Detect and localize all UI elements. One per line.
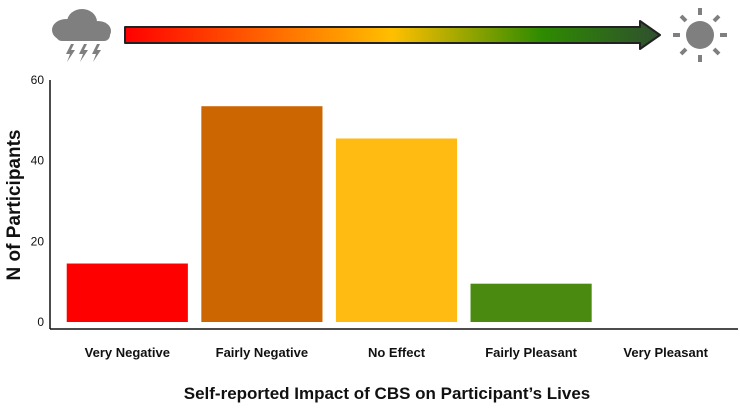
bar-fairly-negative (201, 106, 323, 322)
x-tick-label: Very Pleasant (623, 345, 708, 360)
x-tick-label: Fairly Pleasant (485, 345, 577, 360)
sun-icon (673, 8, 727, 62)
plot-frame (49, 80, 738, 330)
bar-very-negative (66, 263, 188, 322)
bar-no-effect (335, 138, 458, 322)
y-tick-label: 40 (31, 154, 45, 168)
x-tick-label: No Effect (368, 345, 426, 360)
scale-arrow (124, 20, 661, 50)
y-axis-ticks: 0 20 40 60 (31, 73, 45, 329)
x-axis-title: Self-reported Impact of CBS on Participa… (184, 384, 591, 403)
storm-cloud-icon (52, 9, 111, 62)
y-axis-title: N of Participants (4, 130, 25, 281)
y-tick-label: 20 (31, 234, 45, 248)
bars (66, 106, 592, 322)
y-tick-label: 60 (31, 73, 45, 87)
x-axis-ticks: Very Negative Fairly Negative No Effect Fai… (85, 345, 709, 360)
x-tick-label: Fairly Negative (216, 345, 309, 360)
y-tick-label: 0 (37, 315, 44, 329)
x-tick-label: Very Negative (85, 345, 170, 360)
bar-fairly-pleasant (470, 283, 592, 322)
